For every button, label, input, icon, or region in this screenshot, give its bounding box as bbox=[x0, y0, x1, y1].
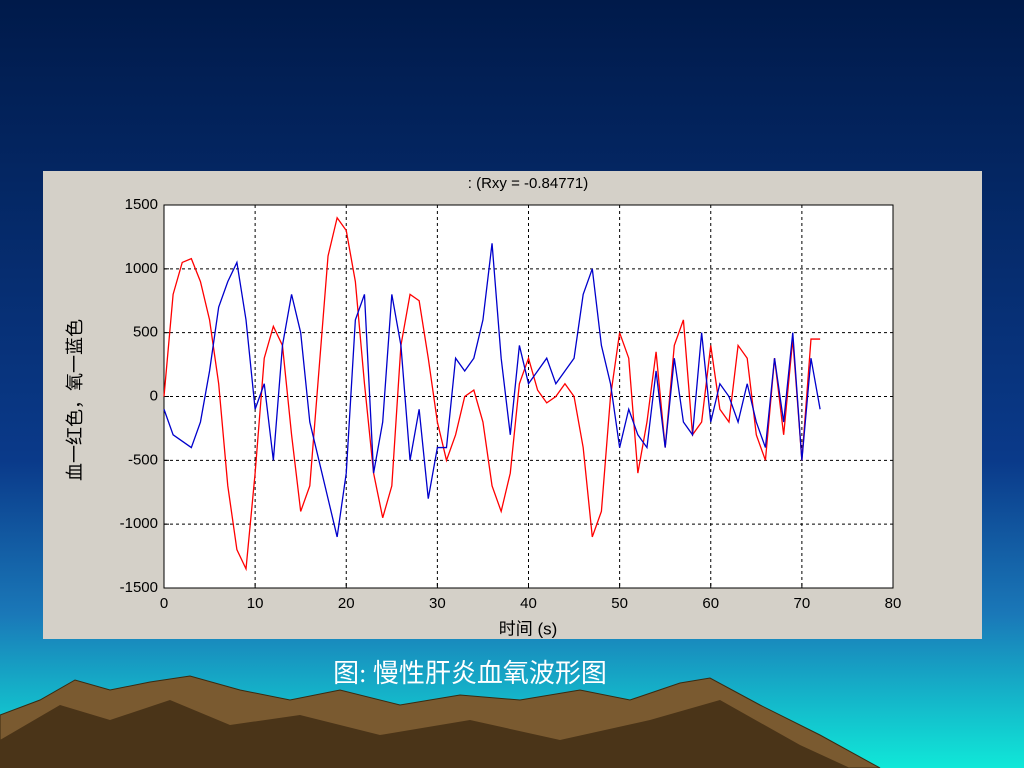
caption: 图: 慢性肝炎血氧波形图 bbox=[333, 659, 607, 688]
y-tick-label: 1500 bbox=[125, 196, 158, 213]
x-tick-label: 30 bbox=[429, 595, 446, 612]
x-tick-label: 10 bbox=[247, 595, 264, 612]
series-line bbox=[163, 243, 821, 538]
x-axis-label: 时间 (s) bbox=[499, 619, 558, 638]
series-line bbox=[163, 216, 821, 572]
mountain-shade bbox=[0, 700, 850, 768]
y-tick-label: -500 bbox=[128, 451, 158, 468]
x-tick-label: 0 bbox=[160, 595, 168, 612]
x-tick-label: 70 bbox=[794, 595, 811, 612]
y-tick-label: 500 bbox=[133, 324, 158, 341]
y-tick-label: 1000 bbox=[125, 260, 158, 277]
x-tick-label: 40 bbox=[520, 595, 537, 612]
y-axis-label: 血一红色，氧一蓝色 bbox=[65, 319, 85, 481]
y-tick-label: 0 bbox=[150, 387, 158, 404]
x-tick-label: 80 bbox=[885, 595, 902, 612]
x-tick-label: 50 bbox=[611, 595, 628, 612]
x-tick-label: 20 bbox=[338, 595, 355, 612]
x-tick-label: 60 bbox=[702, 595, 719, 612]
y-tick-label: -1000 bbox=[120, 515, 158, 532]
y-tick-label: -1500 bbox=[120, 579, 158, 596]
chart-title: : (Rxy = -0.84771) bbox=[468, 175, 588, 192]
